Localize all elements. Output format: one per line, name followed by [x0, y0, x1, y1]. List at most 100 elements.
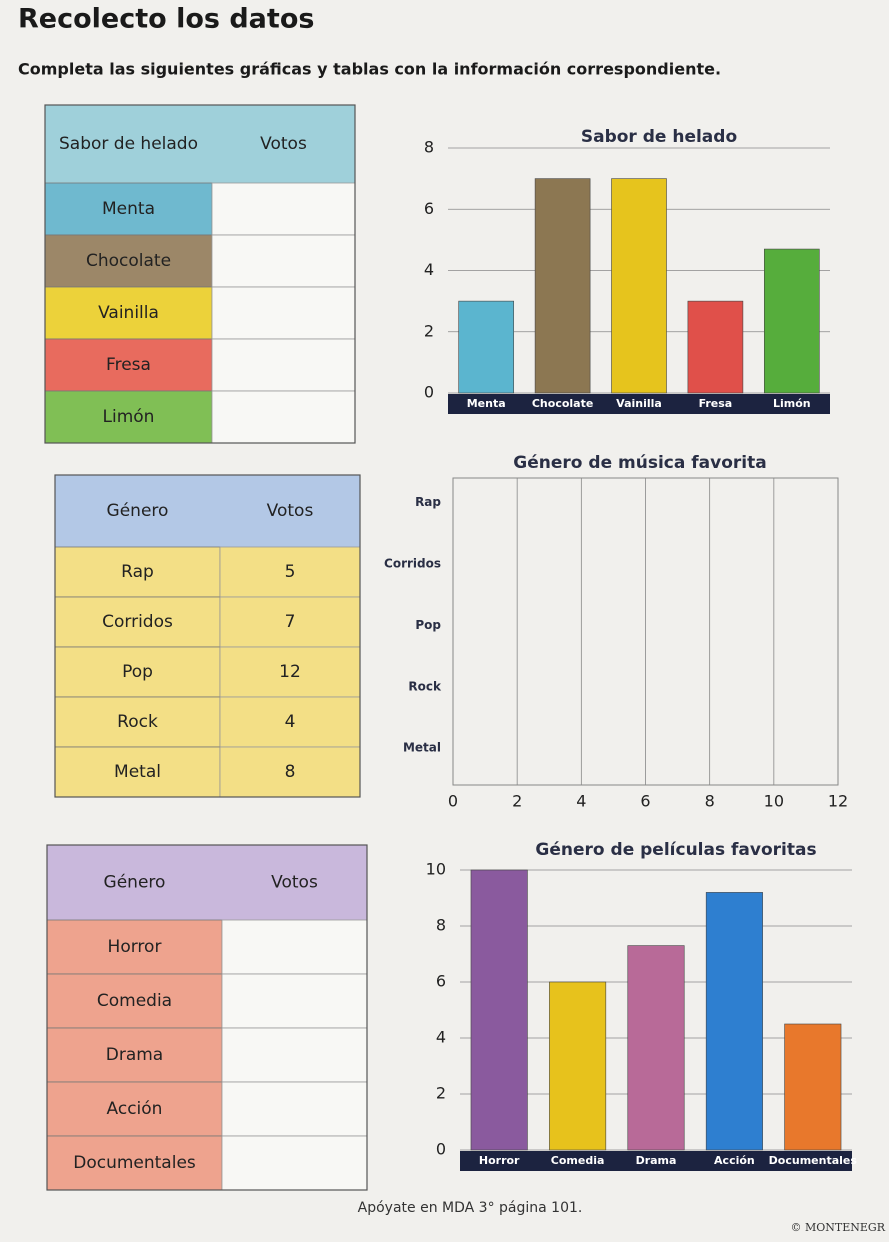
- table-header-cell: Votos: [271, 873, 318, 893]
- y-tick-label: Rock: [408, 679, 442, 693]
- table-cell-text: Metal: [114, 762, 161, 782]
- chart-title: Sabor de helado: [581, 127, 737, 147]
- table-header-cell: Votos: [260, 134, 307, 154]
- table-cell-text: 7: [285, 612, 296, 632]
- table-cell: [221, 973, 368, 1029]
- x-tick-label: 12: [828, 792, 848, 811]
- y-tick-label: 2: [436, 1084, 446, 1103]
- y-tick-label: 4: [436, 1028, 446, 1047]
- table-cell-text: Pop: [122, 662, 153, 682]
- table-row: [44, 286, 213, 340]
- table-row: [46, 1135, 223, 1191]
- table-cell: [221, 1081, 368, 1137]
- table-border: [44, 104, 356, 444]
- table-cell: [219, 646, 361, 698]
- table-cell: [219, 546, 361, 598]
- y-tick-label: 8: [436, 916, 446, 935]
- table-header: [45, 105, 355, 183]
- x-tick-label: 8: [705, 792, 715, 811]
- table-row: [54, 746, 221, 798]
- bar: [458, 300, 515, 394]
- bar: [763, 248, 820, 394]
- x-tick-label: 0: [448, 792, 458, 811]
- table-cell: [211, 182, 356, 236]
- table-cell-text: Horror: [108, 937, 162, 957]
- instructions: Completa las siguientes gráficas y tabla…: [18, 60, 721, 79]
- y-tick-label: Rap: [415, 495, 441, 509]
- table-cell-text: 5: [285, 562, 296, 582]
- table-cell-text: Fresa: [106, 355, 151, 375]
- category-strip: [448, 394, 830, 414]
- x-tick-label: Vainilla: [616, 397, 662, 410]
- table-cell-text: 4: [285, 712, 296, 732]
- table-cell-text: Acción: [107, 1099, 163, 1119]
- table-cell-text: 12: [279, 662, 301, 682]
- x-tick-label: Documentales: [769, 1154, 858, 1167]
- bar: [470, 869, 528, 1151]
- x-tick-label: 10: [764, 792, 784, 811]
- table-header-cell: Votos: [267, 501, 314, 521]
- x-tick-label: Menta: [467, 397, 506, 410]
- y-tick-label: 6: [436, 972, 446, 991]
- footnote: Apóyate en MDA 3° página 101.: [358, 1200, 583, 1216]
- y-tick-label: 2: [424, 321, 434, 340]
- bar: [534, 178, 591, 394]
- table-cell: [211, 234, 356, 288]
- table-cell: [219, 746, 361, 798]
- x-tick-label: 6: [640, 792, 650, 811]
- table-border: [46, 844, 368, 1191]
- table-cell-text: Comedia: [97, 991, 172, 1011]
- category-strip: [460, 1151, 852, 1171]
- table-cell-text: Rock: [117, 712, 158, 732]
- x-tick-label: Drama: [636, 1154, 677, 1167]
- bar: [549, 981, 607, 1151]
- bar: [627, 945, 685, 1151]
- y-tick-label: 8: [424, 138, 434, 157]
- table-cell-text: Rap: [121, 562, 154, 582]
- y-tick-label: Pop: [415, 618, 441, 632]
- y-tick-label: Corridos: [384, 556, 441, 570]
- x-tick-label: Chocolate: [532, 397, 593, 410]
- bar: [705, 892, 763, 1151]
- table-cell: [221, 919, 368, 975]
- table-cell-text: 8: [285, 762, 296, 782]
- y-tick-label: Metal: [403, 741, 441, 755]
- table-cell: [211, 338, 356, 392]
- table-header-cell: Sabor de helado: [59, 134, 198, 154]
- table-cell-text: Menta: [102, 199, 155, 219]
- table-cell: [211, 286, 356, 340]
- y-tick-label: 4: [424, 260, 434, 279]
- table-header: [55, 475, 360, 547]
- table-cell: [221, 1027, 368, 1083]
- copyright: © MONTENEGR: [791, 1221, 886, 1234]
- table-cell-text: Vainilla: [98, 303, 159, 323]
- table-row: [46, 973, 223, 1029]
- table-cell: [221, 1135, 368, 1191]
- y-tick-label: 10: [426, 860, 446, 879]
- table-row: [46, 1081, 223, 1137]
- x-tick-label: Horror: [479, 1154, 520, 1167]
- title: Recolecto los datos: [18, 4, 314, 35]
- table-header: [47, 845, 367, 920]
- chart-title: Género de películas favoritas: [535, 840, 816, 860]
- x-tick-label: Comedia: [551, 1154, 605, 1167]
- table-cell-text: Corridos: [102, 612, 173, 632]
- table-cell: [211, 390, 356, 444]
- table-row: [44, 234, 213, 288]
- table-row: [44, 338, 213, 392]
- table-cell-text: Limón: [103, 407, 155, 427]
- x-tick-label: 2: [512, 792, 522, 811]
- bar: [784, 1023, 842, 1151]
- table-row: [54, 696, 221, 748]
- table-border: [54, 474, 361, 798]
- bar: [611, 178, 667, 394]
- x-tick-label: Limón: [773, 397, 811, 410]
- table-header-cell: Género: [107, 501, 169, 521]
- table-header-cell: Género: [104, 873, 166, 893]
- table-row: [44, 182, 213, 236]
- x-tick-label: Acción: [714, 1154, 755, 1167]
- table-cell: [219, 696, 361, 748]
- table-row: [46, 919, 223, 975]
- chart-title: Género de música favorita: [513, 453, 766, 473]
